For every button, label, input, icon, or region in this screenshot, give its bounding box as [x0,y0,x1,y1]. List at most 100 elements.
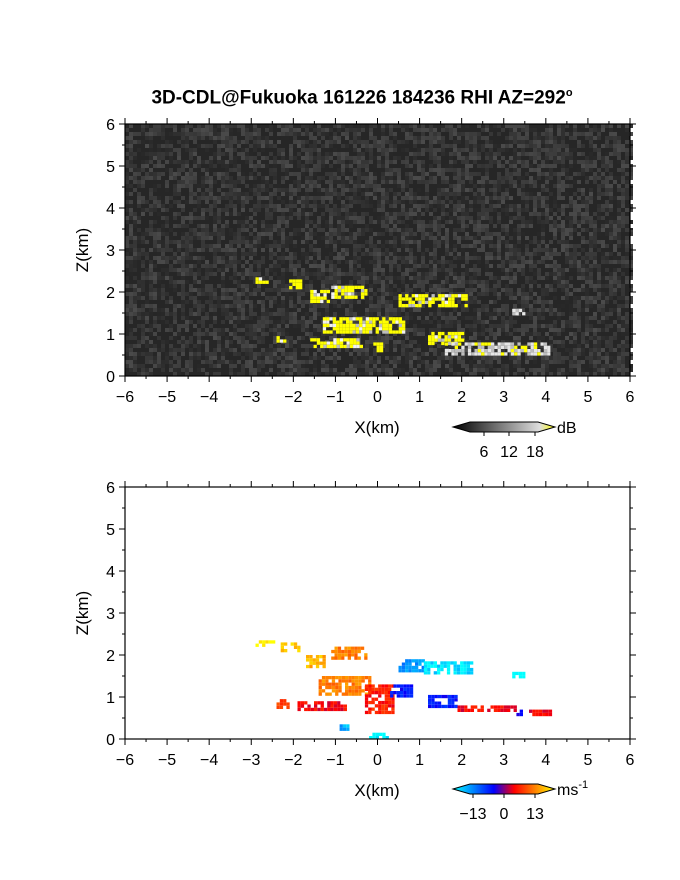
noise-cell [301,276,305,280]
noise-cell [581,144,585,148]
noise-cell [565,184,569,188]
noise-cell [433,132,437,136]
noise-cell [473,208,477,212]
noise-cell [273,204,277,208]
noise-cell [473,300,477,304]
noise-cell [389,304,393,308]
noise-cell [245,308,249,312]
noise-cell [285,136,289,140]
noise-cell [433,244,437,248]
noise-cell [461,172,465,176]
noise-cell [381,180,385,184]
noise-cell [369,156,373,160]
noise-cell [577,232,581,236]
noise-cell [401,340,405,344]
noise-cell [525,136,529,140]
noise-cell [301,256,305,260]
noise-cell [133,168,137,172]
noise-cell [193,176,197,180]
noise-cell [177,180,181,184]
noise-cell [517,336,521,340]
noise-cell [333,232,337,236]
noise-cell [341,156,345,160]
noise-cell [269,160,273,164]
noise-cell [341,248,345,252]
noise-cell [181,144,185,148]
noise-cell [537,132,541,136]
noise-cell [369,184,373,188]
noise-cell [301,164,305,168]
noise-cell [137,200,141,204]
noise-cell [405,160,409,164]
noise-cell [609,176,613,180]
noise-cell [357,264,361,268]
noise-cell [617,156,621,160]
noise-cell [345,196,349,200]
noise-cell [301,228,305,232]
noise-cell [357,168,361,172]
noise-cell [329,196,333,200]
noise-cell [405,268,409,272]
noise-cell [421,228,425,232]
noise-cell [485,320,489,324]
noise-cell [189,356,193,360]
noise-cell [605,260,609,264]
noise-cell [409,336,413,340]
noise-cell [205,224,209,228]
noise-cell [241,224,245,228]
noise-cell [629,260,633,264]
noise-cell [281,188,285,192]
noise-cell [553,352,557,356]
noise-cell [241,288,245,292]
noise-cell [337,276,341,280]
noise-cell [337,128,341,132]
noise-cell [229,156,233,160]
noise-cell [157,352,161,356]
noise-cell [373,136,377,140]
noise-cell [621,168,625,172]
noise-cell [549,164,553,168]
noise-cell [173,260,177,264]
noise-cell [129,208,133,212]
noise-cell [417,344,421,348]
noise-cell [461,248,465,252]
noise-cell [405,176,409,180]
noise-cell [481,196,485,200]
noise-cell [289,252,293,256]
noise-cell [457,156,461,160]
noise-cell [405,316,409,320]
noise-cell [133,224,137,228]
noise-cell [497,292,501,296]
noise-cell [537,244,541,248]
noise-cell [557,128,561,132]
noise-cell [533,196,537,200]
noise-cell [461,160,465,164]
noise-cell [173,284,177,288]
noise-cell [373,244,377,248]
noise-cell [557,136,561,140]
noise-cell [513,184,517,188]
noise-cell [329,264,333,268]
noise-cell [237,300,241,304]
noise-cell [625,196,629,200]
noise-cell [137,240,141,244]
noise-cell [261,348,265,352]
noise-cell [125,276,129,280]
noise-cell [257,264,261,268]
noise-cell [229,180,233,184]
noise-cell [281,348,285,352]
noise-cell [305,148,309,152]
noise-cell [213,316,217,320]
noise-cell [201,304,205,308]
noise-cell [553,328,557,332]
noise-cell [253,184,257,188]
noise-cell [625,276,629,280]
noise-cell [237,200,241,204]
noise-cell [405,136,409,140]
noise-cell [497,148,501,152]
noise-cell [349,240,353,244]
noise-cell [413,324,417,328]
noise-cell [461,184,465,188]
noise-cell [209,324,213,328]
noise-cell [225,224,229,228]
